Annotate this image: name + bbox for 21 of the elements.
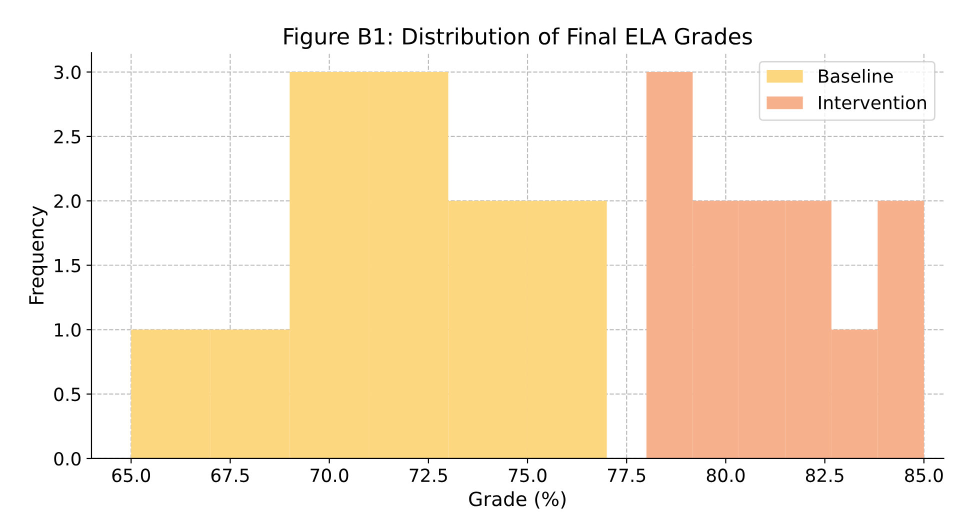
x-tick-label: 77.5 <box>608 468 646 482</box>
x-tick-label: 85.0 <box>905 468 943 482</box>
legend-label: Intervention <box>819 95 926 110</box>
y-tick-label: 0.5 <box>54 388 80 402</box>
chart-title: Figure B1: Distribution of Final ELA Grades <box>284 27 752 49</box>
x-tick-label: 72.5 <box>410 468 447 482</box>
y-tick-label: 0.0 <box>54 452 81 466</box>
legend-label: Baseline <box>819 68 893 83</box>
x-tick-label: 75.0 <box>508 468 546 482</box>
x-axis-title: Grade (%) <box>469 491 566 509</box>
y-axis-title: Frequency <box>29 206 48 304</box>
y-tick-label: 2.0 <box>54 194 81 208</box>
y-tick-label: 3.0 <box>54 65 81 80</box>
x-tick-label: 80.0 <box>706 468 745 482</box>
x-tick-label: 82.5 <box>806 468 844 482</box>
x-tick-label: 65.0 <box>112 468 150 482</box>
y-tick-label: 1.5 <box>55 258 80 272</box>
y-tick-label: 1.0 <box>55 323 81 337</box>
x-tick-label: 70.0 <box>310 468 348 482</box>
y-tick-label: 2.5 <box>54 130 80 144</box>
x-tick-label: 67.5 <box>211 468 249 482</box>
